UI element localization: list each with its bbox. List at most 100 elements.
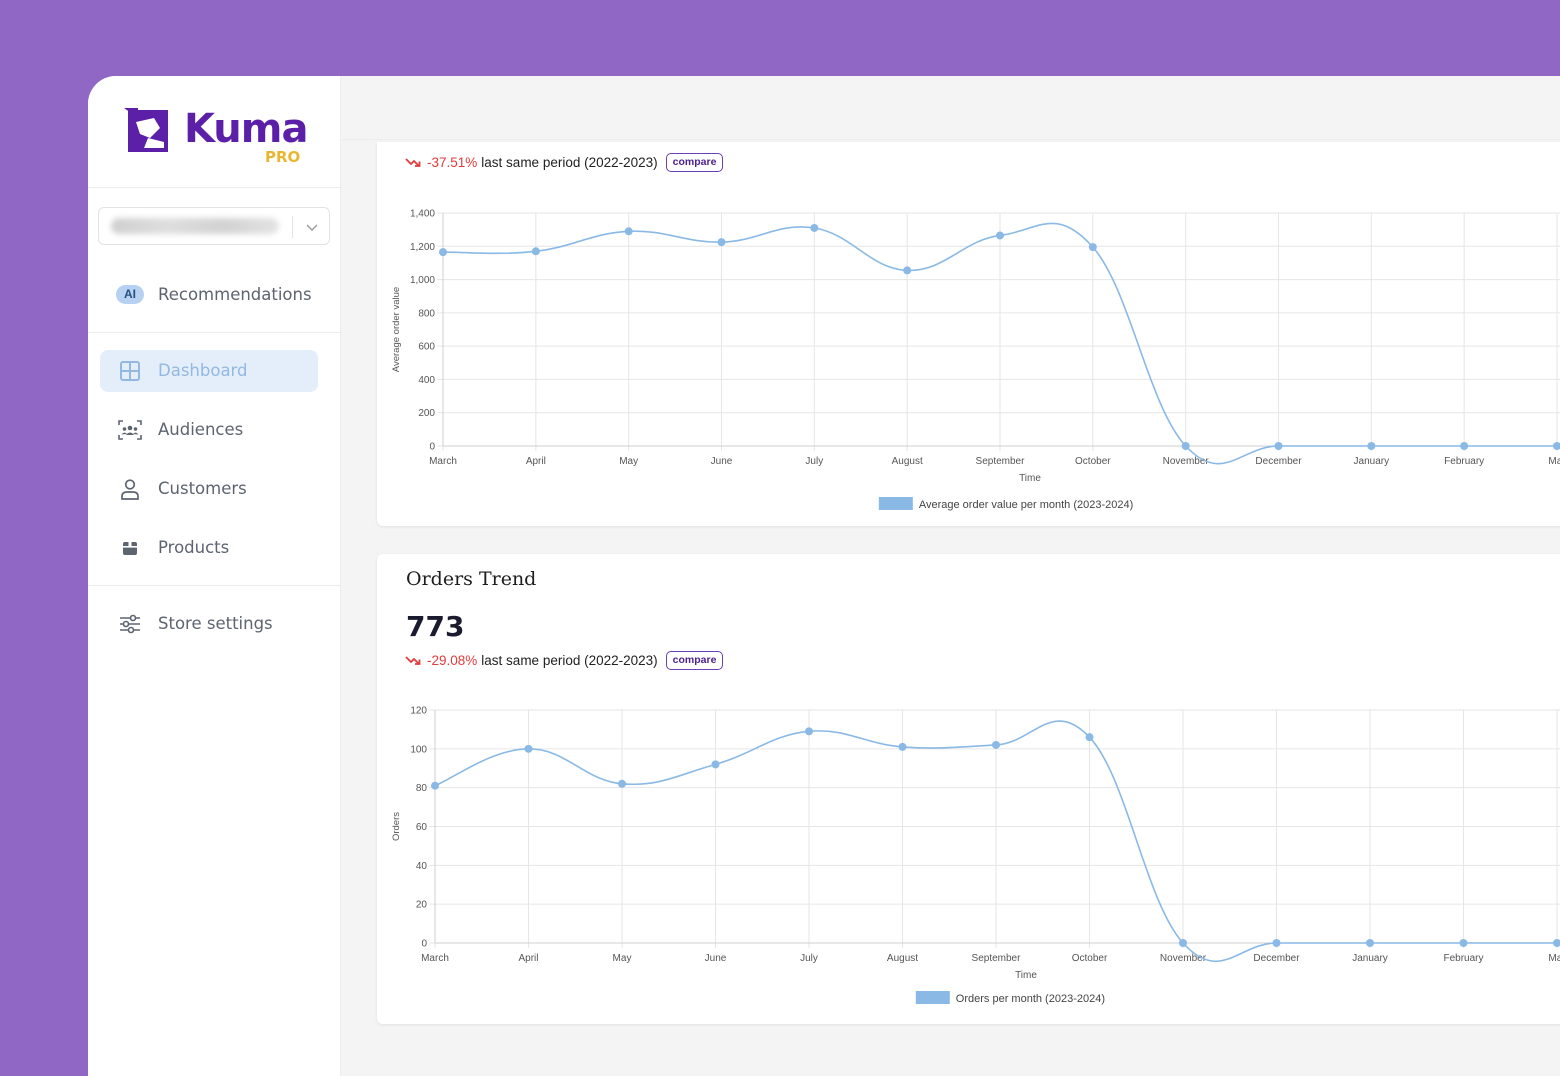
orders-delta: -29.08% last same period (2022-2023) com… [405,650,724,670]
data-point [431,781,439,790]
sidebar-item-label: Recommendations [158,285,312,304]
y-tick-label: 20 [416,900,428,911]
x-tick-label: February [1444,456,1484,467]
store-selector[interactable] [98,207,330,245]
compare-button[interactable]: compare [665,152,724,172]
x-tick-label: July [805,456,823,467]
x-axis-label: Time [1019,473,1041,484]
y-tick-label: 0 [421,939,427,950]
data-point [524,744,533,753]
data-point [1367,442,1376,450]
data-point [1085,733,1094,742]
data-point [711,760,720,769]
x-tick-label: September [972,953,1022,964]
series-line [442,222,1557,465]
y-tick-label: 1,200 [410,242,435,253]
sidebar-item-products[interactable]: Products [100,527,318,569]
sidebar-item-recommendations[interactable]: AI Recommendations [100,274,318,316]
y-tick-label: 200 [418,408,435,419]
x-tick-label: March [421,953,449,964]
orders-total: 773 [406,610,465,643]
aov-line-chart: 0 200 400 600 800 1,000 1,200 1,400 March April Ma… [391,209,1560,511]
orders-line-chart: 0 20 40 60 80 100 120 March April May June July Augu… [391,706,1560,1005]
y-tick-label: 800 [418,308,435,319]
data-point [903,266,912,275]
x-tick-label: December [1253,953,1300,964]
sidebar-item-label: Products [158,538,230,557]
orders-trend-card: Orders Trend 773 -29.08% last same perio… [377,554,1560,1024]
x-tick-label: August [892,456,923,467]
brand-tier: PRO [265,148,301,166]
user-icon [121,479,139,500]
data-point [439,248,447,257]
kuma-logo-icon [124,108,168,152]
audiences-icon [118,420,142,440]
delta-text: last same period (2022-2023) [481,154,658,170]
sidebar-item-audiences[interactable]: Audiences [100,409,318,451]
data-point [805,727,813,736]
app-window: Kuma PRO AI Recommendations Dashboard [88,76,1560,1076]
box-icon [123,542,137,555]
sidebar-item-customers[interactable]: Customers [100,468,318,510]
data-point [810,223,819,232]
x-tick-label: January [1354,456,1390,467]
sidebar-item-label: Dashboard [158,361,248,380]
x-tick-label: Mar [1548,456,1560,467]
y-tick-label: 60 [416,822,428,833]
data-point [1460,442,1469,450]
delta-percent: -29.08% [427,652,478,668]
legend-swatch [878,497,913,510]
data-point [1088,243,1097,252]
dashboard-grid-icon [120,361,140,381]
y-tick-label: 80 [416,783,428,794]
y-tick-label: 1,400 [410,209,435,220]
divider [292,216,293,238]
ai-badge: AI [116,285,144,304]
trend-down-icon [405,656,421,665]
trend-down-icon [405,158,421,167]
data-point [1272,939,1281,947]
x-tick-label: June [711,456,733,467]
brand-name: Kuma [184,106,308,152]
divider [88,585,341,586]
x-tick-label: August [887,953,918,964]
sidebar-item-dashboard[interactable]: Dashboard [100,350,318,392]
sidebar-item-store-settings[interactable]: Store settings [100,603,318,645]
y-tick-label: 120 [410,706,427,717]
x-tick-label: March [429,456,457,467]
y-tick-label: 100 [410,744,427,755]
x-tick-label: December [1255,456,1302,467]
divider [88,332,341,333]
data-point [624,227,633,236]
sidebar-item-label: Audiences [158,420,244,439]
card-title: Orders Trend [406,568,537,590]
x-axis-label: Time [1015,970,1037,981]
legend-label: Orders per month (2023-2024) [956,993,1105,1005]
chevron-down-icon [306,224,318,231]
data-point [1274,442,1283,450]
y-tick-label: 0 [429,442,435,453]
x-tick-label: April [526,456,546,467]
sidebar-item-label: Store settings [158,614,273,633]
data-point [1553,939,1560,947]
delta-text: last same period (2022-2023) [481,652,658,668]
x-tick-label: October [1075,456,1111,467]
top-bar [341,76,1560,140]
x-tick-label: May [613,953,632,964]
x-tick-label: October [1072,953,1108,964]
aov-delta: -37.51% last same period (2022-2023) com… [405,152,724,172]
y-tick-label: 400 [418,375,435,386]
data-point [717,238,726,247]
delta-percent: -37.51% [427,154,478,170]
logo[interactable]: Kuma PRO [88,76,341,188]
compare-button[interactable]: compare [665,650,724,670]
x-tick-label: Mar [1548,953,1560,964]
x-tick-label: November [1160,953,1207,964]
x-tick-label: February [1443,953,1483,964]
data-point [1366,939,1374,947]
data-point [1459,939,1468,947]
sidebar: Kuma PRO AI Recommendations Dashboard [88,76,341,1076]
x-tick-label: January [1352,953,1388,964]
x-tick-label: April [518,953,538,964]
legend-swatch [915,991,950,1004]
